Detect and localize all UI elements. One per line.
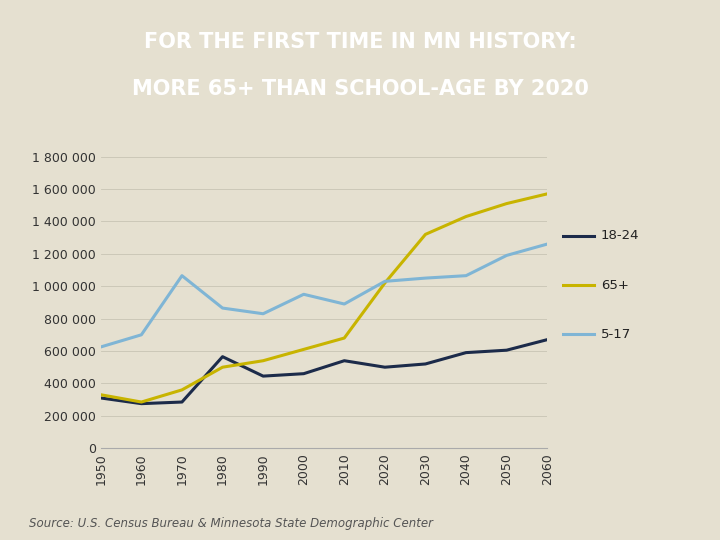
Text: 18-24: 18-24 bbox=[600, 230, 639, 242]
Text: 5-17: 5-17 bbox=[600, 328, 631, 341]
Text: FOR THE FIRST TIME IN MN HISTORY:: FOR THE FIRST TIME IN MN HISTORY: bbox=[143, 31, 577, 52]
Text: 65+: 65+ bbox=[600, 279, 629, 292]
Text: MORE 65+ THAN SCHOOL-AGE BY 2020: MORE 65+ THAN SCHOOL-AGE BY 2020 bbox=[132, 79, 588, 99]
Text: Source: U.S. Census Bureau & Minnesota State Demographic Center: Source: U.S. Census Bureau & Minnesota S… bbox=[29, 516, 433, 530]
